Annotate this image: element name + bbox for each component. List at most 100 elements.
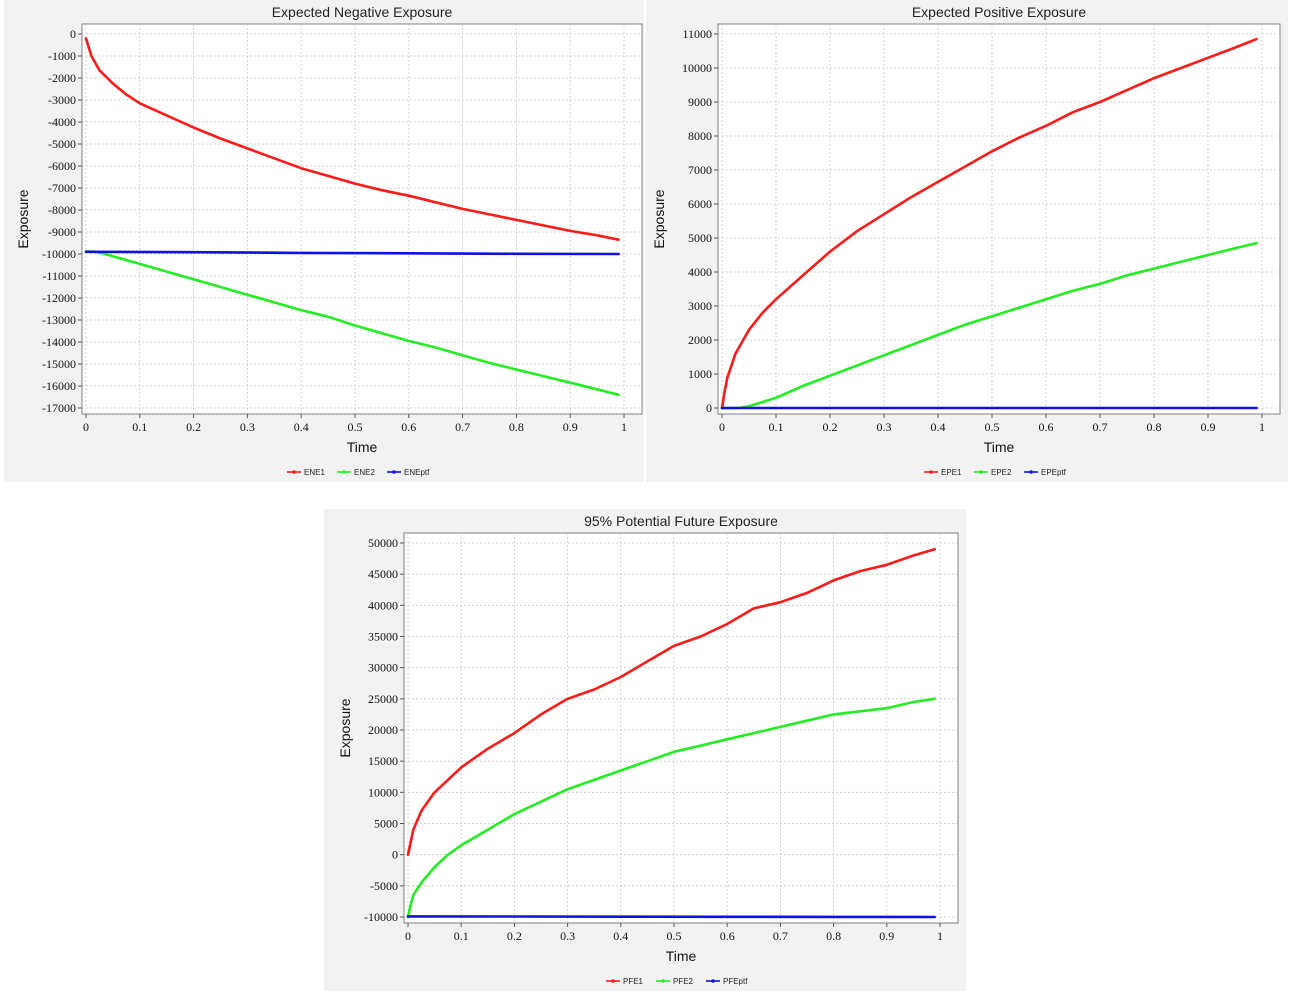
y-tick-label: 5000 <box>688 231 712 245</box>
y-tick-label: -15000 <box>42 357 76 371</box>
x-tick-label: 0.6 <box>1039 420 1054 434</box>
y-tick-label: 9000 <box>688 95 712 109</box>
y-tick-label: 15000 <box>368 754 398 768</box>
legend-marker <box>392 470 396 474</box>
y-axis-label: Exposure <box>15 189 31 248</box>
legend-marker <box>979 470 983 474</box>
legend-marker <box>611 979 615 983</box>
x-tick-label: 0.8 <box>1147 420 1162 434</box>
y-tick-label: 0 <box>706 401 712 415</box>
x-axis-label: Time <box>984 439 1015 455</box>
legend-marker <box>661 979 665 983</box>
x-tick-label: 0.8 <box>509 420 524 434</box>
x-tick-label: 0.1 <box>454 929 469 943</box>
y-tick-label: -9000 <box>48 225 76 239</box>
y-tick-label: 45000 <box>368 567 398 581</box>
epe-chart: Expected Positive Exposure 0 0.1 0.2 0.3 0.4 0… <box>651 4 1281 477</box>
y-tick-label: 25000 <box>368 692 398 706</box>
x-tick-label: 0.4 <box>613 929 628 943</box>
x-tick-label: 1 <box>621 420 627 434</box>
y-tick-label: 3000 <box>688 299 712 313</box>
y-tick-label: 0 <box>392 848 398 862</box>
x-tick-label: 0.1 <box>769 420 784 434</box>
y-tick-label: -16000 <box>42 379 76 393</box>
x-tick-label: 0.5 <box>667 929 682 943</box>
y-tick-label: -6000 <box>48 159 76 173</box>
plot-area <box>81 23 643 415</box>
y-tick-label: 6000 <box>688 197 712 211</box>
series-line-pfe1 <box>406 547 937 857</box>
series-line-ene2 <box>84 250 620 397</box>
y-tick-label: 20000 <box>368 723 398 737</box>
legend-marker <box>711 979 715 983</box>
x-tick-label: 0.8 <box>826 929 841 943</box>
legend-label: PFEptf <box>723 977 748 986</box>
x-tick-label: 0.3 <box>240 420 255 434</box>
x-tick-label: 0.3 <box>877 420 892 434</box>
y-tick-label: 40000 <box>368 598 398 612</box>
chart-title: 95% Potential Future Exposure <box>584 513 778 529</box>
legend-label: ENEptf <box>404 468 430 477</box>
y-tick-label: -11000 <box>42 269 76 283</box>
y-tick-label: -10000 <box>364 910 398 924</box>
legend-marker <box>929 470 933 474</box>
x-tick-label: 0.4 <box>294 420 309 434</box>
x-tick-label: 0.5 <box>985 420 1000 434</box>
y-tick-label: -3000 <box>48 93 76 107</box>
y-tick-label: -5000 <box>370 879 398 893</box>
x-tick-label: 0.6 <box>720 929 735 943</box>
legend-label: PFE1 <box>623 977 644 986</box>
legend-label: ENE2 <box>354 468 375 477</box>
x-axis-label: Time <box>347 439 378 455</box>
ene-chart: Expected Negative Exposure 0 0.1 0.2 0.3 0.4 0… <box>15 4 643 477</box>
x-axis-label: Time <box>666 948 697 964</box>
y-tick-label: 30000 <box>368 661 398 675</box>
series-line-pfe2 <box>406 697 937 919</box>
x-tick-label: 0.1 <box>132 420 147 434</box>
legend-marker <box>342 470 346 474</box>
legend-label: EPEptf <box>1041 468 1067 477</box>
x-tick-label: 0 <box>719 420 725 434</box>
x-tick-label: 0.3 <box>560 929 575 943</box>
y-tick-label: 10000 <box>368 785 398 799</box>
series-line-epe1 <box>720 37 1258 410</box>
y-tick-label: -8000 <box>48 203 76 217</box>
y-tick-label: 11000 <box>682 27 712 41</box>
legend-label: EPE2 <box>991 468 1012 477</box>
x-tick-label: 0 <box>83 420 89 434</box>
y-tick-label: -2000 <box>48 71 76 85</box>
y-tick-label: 50000 <box>368 536 398 550</box>
pfe-chart-panel: 95% Potential Future Exposure 0 0.1 0.2 0.3 0… <box>324 509 966 991</box>
y-tick-label: -17000 <box>42 401 76 415</box>
x-tick-label: 1 <box>1259 420 1265 434</box>
x-tick-label: 0.9 <box>879 929 894 943</box>
y-tick-label: -7000 <box>48 181 76 195</box>
chart-title: Expected Positive Exposure <box>912 4 1087 20</box>
series-line-epe2 <box>720 241 1258 410</box>
y-tick-label: -4000 <box>48 115 76 129</box>
x-tick-label: 0.2 <box>507 929 522 943</box>
y-tick-label: 0 <box>70 27 76 41</box>
plot-area <box>403 532 959 924</box>
pfe-chart: 95% Potential Future Exposure 0 0.1 0.2 0.3 0… <box>337 513 959 986</box>
x-tick-label: 0.7 <box>1093 420 1108 434</box>
y-tick-label: 7000 <box>688 163 712 177</box>
x-tick-label: 0.7 <box>773 929 788 943</box>
x-tick-label: 0.5 <box>348 420 363 434</box>
y-tick-label: -12000 <box>42 291 76 305</box>
y-tick-label: -10000 <box>42 247 76 261</box>
x-tick-label: 0.6 <box>401 420 416 434</box>
x-tick-label: 0.9 <box>563 420 578 434</box>
y-tick-label: -5000 <box>48 137 76 151</box>
x-tick-label: 0 <box>405 929 411 943</box>
y-tick-label: 10000 <box>682 61 712 75</box>
epe-chart-panel: Expected Positive Exposure 0 0.1 0.2 0.3 0.4 0… <box>646 0 1288 482</box>
y-tick-label: 4000 <box>688 265 712 279</box>
series-line-pfeptf <box>406 915 937 919</box>
y-tick-label: 8000 <box>688 129 712 143</box>
y-tick-label: 1000 <box>688 367 712 381</box>
ene-chart-panel: Expected Negative Exposure 0 0.1 0.2 0.3 0.4 0… <box>4 0 644 482</box>
x-tick-label: 0.4 <box>931 420 946 434</box>
y-tick-label: 35000 <box>368 630 398 644</box>
chart-title: Expected Negative Exposure <box>272 4 453 20</box>
